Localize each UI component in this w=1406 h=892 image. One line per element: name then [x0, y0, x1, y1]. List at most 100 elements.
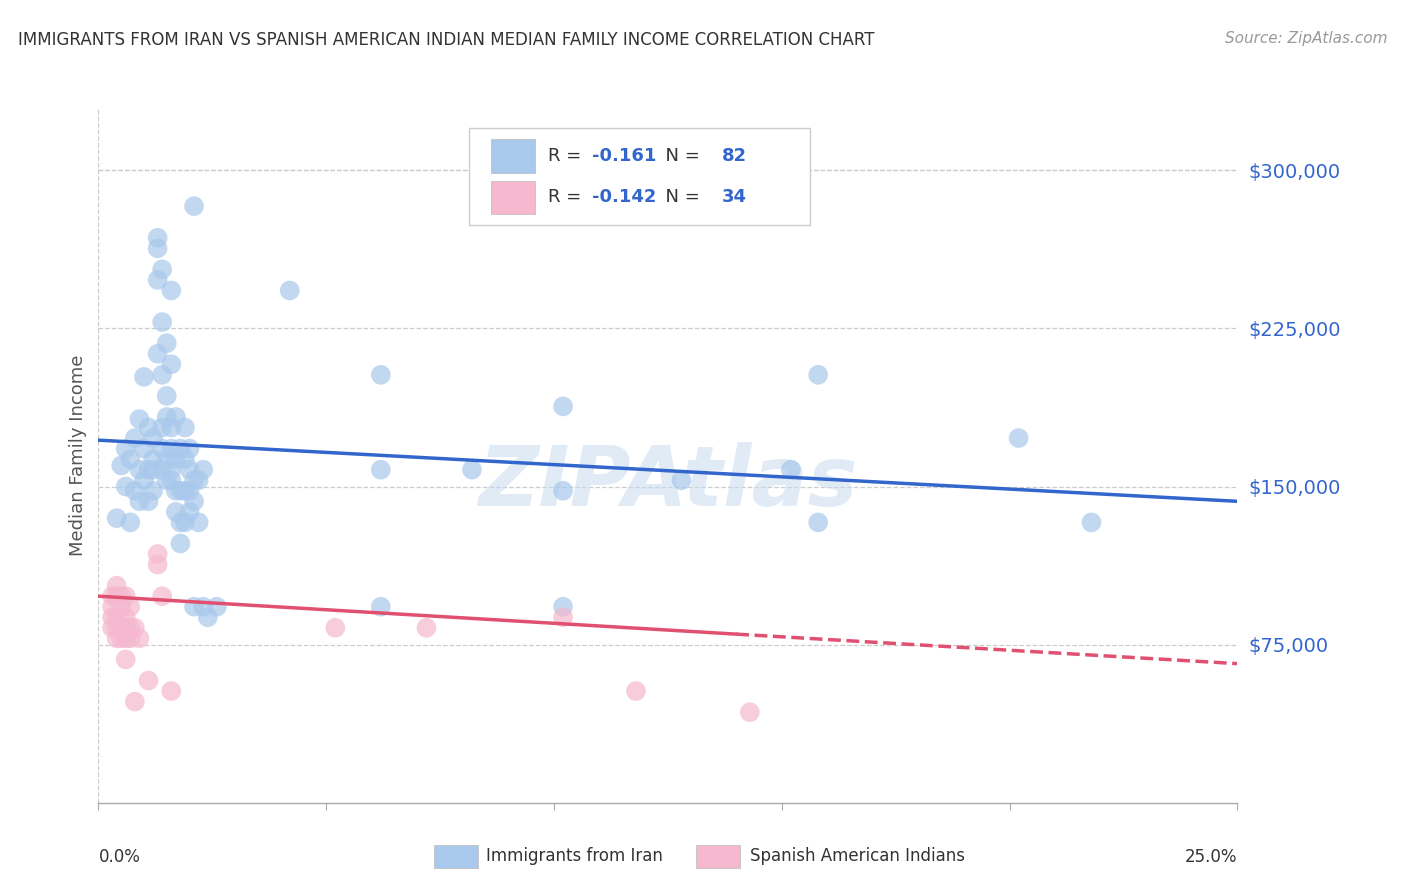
Point — [551, 599, 574, 614]
Point — [114, 442, 136, 456]
Point — [197, 610, 219, 624]
Point — [142, 463, 165, 477]
Point — [551, 400, 574, 414]
Point — [120, 599, 142, 614]
FancyBboxPatch shape — [468, 128, 810, 226]
Point — [128, 463, 150, 477]
Point — [1007, 431, 1029, 445]
Text: R =: R = — [548, 147, 588, 165]
Point — [146, 558, 169, 572]
Point — [169, 442, 191, 456]
Point — [323, 621, 346, 635]
Point — [120, 621, 142, 635]
Text: ZIPAtlas: ZIPAtlas — [478, 442, 858, 524]
Point — [160, 420, 183, 434]
FancyBboxPatch shape — [696, 845, 740, 868]
Point — [138, 494, 160, 508]
Text: IMMIGRANTS FROM IRAN VS SPANISH AMERICAN INDIAN MEDIAN FAMILY INCOME CORRELATION: IMMIGRANTS FROM IRAN VS SPANISH AMERICAN… — [18, 31, 875, 49]
Point — [146, 547, 169, 561]
Point — [174, 452, 197, 467]
Y-axis label: Median Family Income: Median Family Income — [69, 354, 87, 556]
Point — [187, 516, 209, 530]
Point — [146, 347, 169, 361]
Point — [193, 599, 215, 614]
Point — [187, 473, 209, 487]
Point — [120, 452, 142, 467]
Point — [370, 368, 392, 382]
Text: N =: N = — [654, 188, 706, 206]
Point — [150, 315, 173, 329]
Text: -0.142: -0.142 — [592, 188, 657, 206]
Point — [110, 589, 132, 603]
Point — [169, 536, 191, 550]
Point — [807, 516, 830, 530]
Point — [138, 420, 160, 434]
Text: N =: N = — [654, 147, 706, 165]
Point — [105, 511, 128, 525]
Point — [156, 473, 179, 487]
Point — [150, 463, 173, 477]
Point — [1080, 516, 1102, 530]
Point — [165, 409, 187, 424]
Point — [156, 409, 179, 424]
Point — [114, 479, 136, 493]
Point — [160, 442, 183, 456]
Point — [101, 589, 124, 603]
Point — [278, 284, 301, 298]
Point — [114, 621, 136, 635]
Point — [461, 463, 484, 477]
Text: -0.161: -0.161 — [592, 147, 657, 165]
Point — [183, 473, 205, 487]
Point — [101, 621, 124, 635]
Point — [179, 483, 201, 498]
Point — [114, 632, 136, 646]
Point — [110, 632, 132, 646]
Point — [124, 695, 146, 709]
Point — [779, 463, 801, 477]
Point — [114, 652, 136, 666]
Text: 34: 34 — [721, 188, 747, 206]
Point — [160, 463, 183, 477]
Point — [160, 357, 183, 371]
Point — [110, 599, 132, 614]
Point — [174, 516, 197, 530]
Point — [183, 199, 205, 213]
Point — [105, 621, 128, 635]
Point — [128, 412, 150, 426]
Point — [624, 684, 647, 698]
Point — [738, 705, 761, 719]
Point — [150, 368, 173, 382]
Point — [156, 389, 179, 403]
Point — [105, 632, 128, 646]
Point — [150, 589, 173, 603]
Point — [120, 516, 142, 530]
Point — [142, 483, 165, 498]
Text: 0.0%: 0.0% — [98, 848, 141, 866]
Text: 25.0%: 25.0% — [1185, 848, 1237, 866]
Point — [179, 442, 201, 456]
Point — [101, 599, 124, 614]
Point — [193, 463, 215, 477]
Point — [150, 420, 173, 434]
Point — [128, 494, 150, 508]
Point — [146, 231, 169, 245]
Point — [165, 483, 187, 498]
Point — [156, 336, 179, 351]
Text: R =: R = — [548, 188, 588, 206]
Point — [150, 262, 173, 277]
Point — [114, 589, 136, 603]
Point — [124, 431, 146, 445]
Point — [142, 452, 165, 467]
Point — [146, 273, 169, 287]
Point — [142, 431, 165, 445]
Point — [105, 579, 128, 593]
Point — [169, 516, 191, 530]
Point — [110, 458, 132, 473]
FancyBboxPatch shape — [491, 139, 534, 172]
Point — [146, 241, 169, 255]
Point — [807, 368, 830, 382]
Point — [101, 610, 124, 624]
Text: Immigrants from Iran: Immigrants from Iran — [485, 847, 662, 865]
Point — [132, 370, 155, 384]
Point — [132, 442, 155, 456]
